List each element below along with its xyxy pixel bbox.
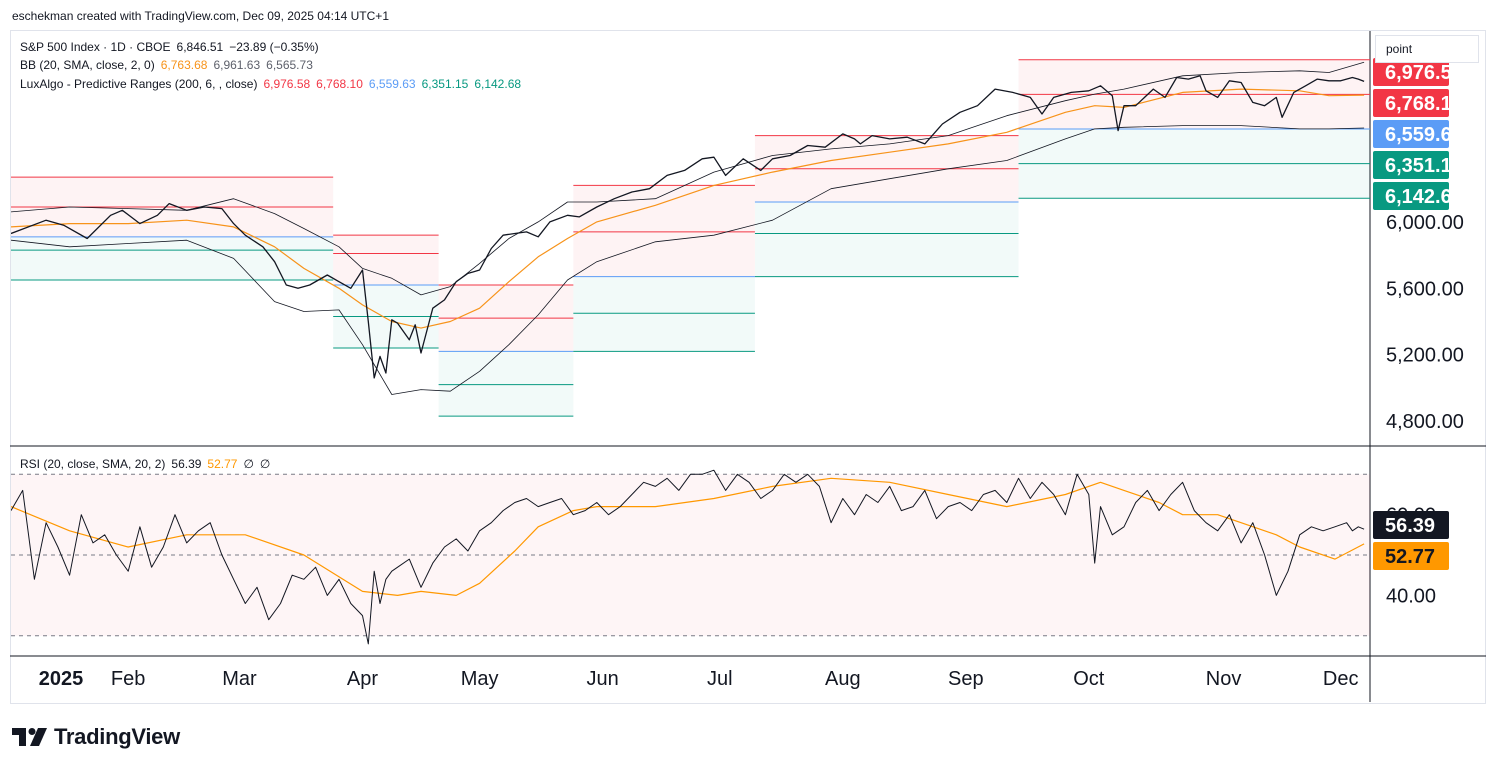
price-axis-tick-label: 5,600.00 (1386, 278, 1464, 300)
price-level-badge (1373, 182, 1449, 210)
legend-lux-name: LuxAlgo - Predictive Ranges (200, 6, , c… (20, 77, 258, 91)
range-support-zone (438, 351, 574, 417)
rsi-ma-value-badge (1373, 542, 1449, 570)
price-level-badge-label: 6,768.10 (1385, 93, 1463, 115)
bb-basis-line (11, 88, 1365, 329)
legend-main[interactable]: S&P 500 Index · 1D · CBOE 6,846.51 −23.89 … (20, 40, 325, 54)
legend-bb[interactable]: BB (20, SMA, close, 2, 0) 6,763.68 6,961.6… (20, 58, 319, 72)
time-axis-label: Jun (587, 668, 619, 690)
main-pane-layer (11, 59, 1370, 417)
time-axis-label: Oct (1073, 668, 1105, 690)
legend-rsi-extra1: ∅ (243, 457, 254, 471)
legend-rsi-name: RSI (20, close, SMA, 20, 2) (20, 457, 166, 471)
legend-lux-s2: 6,142.68 (474, 77, 522, 91)
legend-main-last: 6,846.51 (176, 40, 224, 54)
legend-rsi-ma: 52.77 (207, 457, 238, 471)
legend-bb-upper: 6,961.63 (213, 58, 261, 72)
time-axis-label: 2025 (39, 668, 84, 690)
legend-lux-r2: 6,976.58 (263, 77, 311, 91)
legend-lux-r1: 6,768.10 (316, 77, 363, 91)
rsi-value-badge-label: 56.39 (1385, 515, 1435, 537)
legend-rsi-extra2: ∅ (259, 457, 271, 471)
time-axis-label: Feb (111, 668, 145, 690)
range-support-zone (11, 236, 334, 280)
rsi-ma-value-badge-label: 52.77 (1385, 546, 1435, 568)
time-axis-label: Sep (948, 668, 984, 690)
range-resistance-zone (333, 235, 439, 285)
chart-frame (10, 30, 1486, 704)
legend-bb-lower: 6,565.73 (266, 58, 313, 72)
price-level-badge-label: 6,976.58 (1385, 62, 1463, 84)
legend-bb-basis: 6,763.68 (160, 58, 208, 72)
legend-lux[interactable]: LuxAlgo - Predictive Ranges (200, 6, , c… (20, 77, 527, 91)
legend-main-name: S&P 500 Index · 1D · CBOE (20, 40, 171, 54)
price-line (11, 75, 1365, 379)
time-axis-label: Jul (707, 668, 733, 690)
bb-upper-line (11, 61, 1365, 296)
rsi-axis-tick-label: 40.00 (1386, 585, 1436, 607)
range-resistance-zone (573, 185, 755, 277)
rsi-value-badge (1373, 511, 1449, 539)
price-level-badge (1373, 151, 1449, 179)
time-axis-label: Aug (825, 668, 861, 690)
legend-lux-avg: 6,559.63 (368, 77, 416, 91)
time-axis-label: Dec (1323, 668, 1359, 690)
rsi-ma-line (11, 477, 1365, 597)
price-level-badge-label: 6,351.15 (1385, 155, 1463, 177)
price-level-badge-label: 6,559.63 (1385, 124, 1463, 146)
tradingview-wordmark: TradingView (54, 724, 180, 749)
price-axis-tick-label: 4,800.00 (1386, 411, 1464, 433)
rsi-line (11, 469, 1365, 645)
legend-rsi-value: 56.39 (171, 457, 202, 471)
time-axis-label: Nov (1206, 668, 1242, 690)
scale-mode-button[interactable]: point (1375, 35, 1479, 63)
price-level-badge (1373, 89, 1449, 117)
legend-rsi[interactable]: RSI (20, close, SMA, 20, 2) 56.39 52.77 ∅ ∅ (20, 457, 276, 471)
time-axis-label: Apr (347, 668, 378, 690)
tradingview-logo-icon (12, 728, 47, 746)
legend-main-change: −23.89 (−0.35%) (229, 40, 319, 54)
legend-bb-name: BB (20, SMA, close, 2, 0) (20, 58, 155, 72)
rsi-pane-layer (11, 469, 1370, 645)
price-level-badge (1373, 120, 1449, 148)
price-level-badge-label: 6,142.68 (1385, 186, 1463, 208)
price-axis-tick-label: 5,200.00 (1386, 345, 1464, 367)
tradingview-brand[interactable]: TradingView (12, 724, 180, 750)
legend-lux-s1: 6,351.15 (421, 77, 469, 91)
range-support-zone (754, 201, 1019, 277)
price-axis-tick-label: 6,000.00 (1386, 212, 1464, 234)
chart-attribution: eschekman created with TradingView.com, … (12, 9, 389, 23)
price-level-badge (1373, 58, 1449, 86)
time-axis-label: May (461, 668, 499, 690)
time-axis-label: Mar (222, 668, 257, 690)
range-support-zone (573, 276, 755, 352)
